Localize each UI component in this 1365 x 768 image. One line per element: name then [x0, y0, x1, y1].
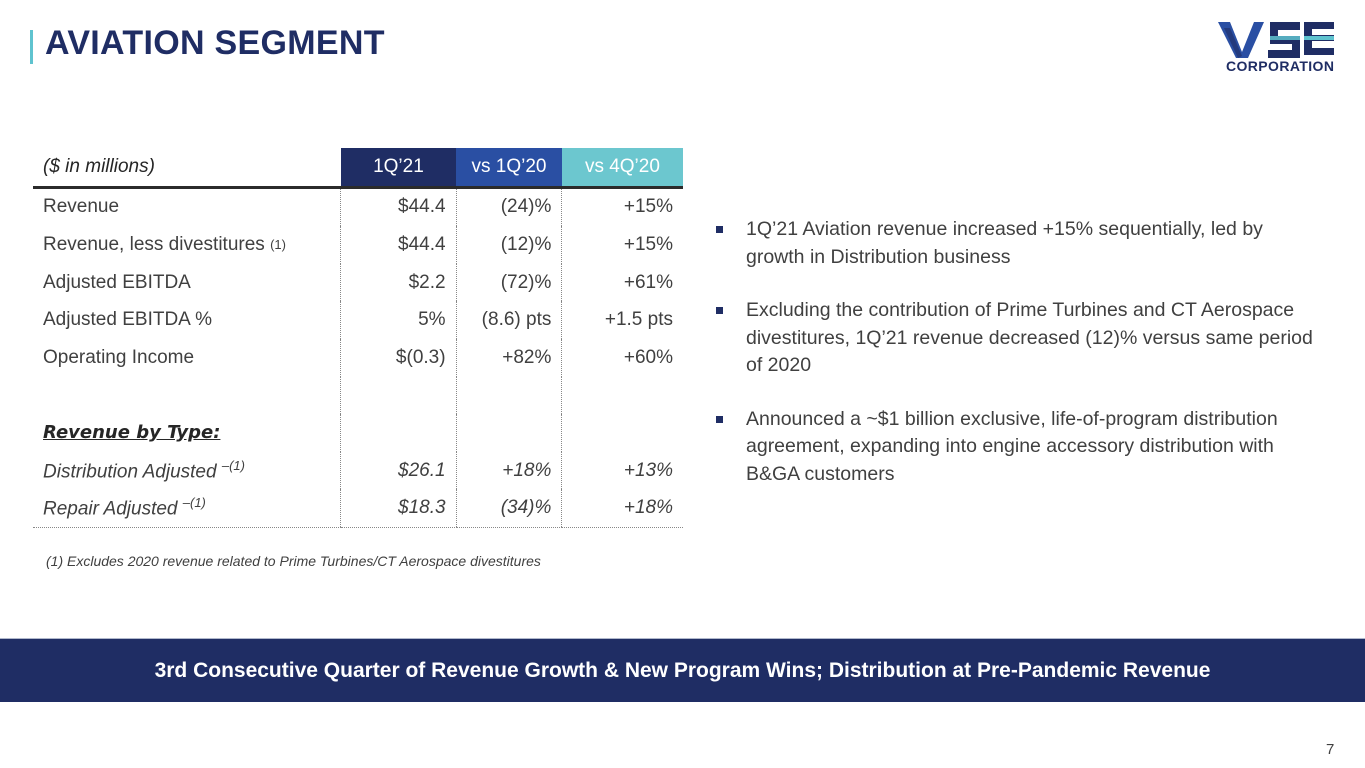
subheading-text: Revenue by Type: — [43, 421, 221, 443]
row-label: Revenue — [33, 187, 341, 226]
cell-1q21: $18.3 — [340, 489, 457, 528]
row-label: Revenue, less divestitures (1) — [33, 226, 341, 264]
logo-mark — [1218, 22, 1334, 58]
vse-logo — [1218, 22, 1334, 58]
row-label-text: Adjusted EBITDA % — [43, 309, 212, 331]
table-footnote: (1) Excludes 2020 revenue related to Pri… — [46, 553, 541, 569]
revenue-by-type-heading: Revenue by Type: — [33, 414, 341, 452]
cell-vs-1q20: (8.6) pts — [455, 301, 562, 339]
table-row: Revenue $44.4 (24)% +15% — [33, 187, 683, 227]
cell-vs-1q20: +82% — [455, 338, 562, 377]
title-accent-bar — [30, 30, 33, 64]
cell-vs-1q20: (24)% — [455, 187, 562, 227]
bullet-text: 1Q’21 Aviation revenue increased +15% se… — [746, 218, 1263, 268]
cell-vs-4q20: +15% — [561, 187, 683, 227]
cell-vs-4q20: +15% — [561, 226, 683, 264]
logo-corporation-text: CORPORATION — [1226, 58, 1335, 74]
row-label: Adjusted EBITDA % — [33, 301, 341, 339]
cell-vs-4q20: +18% — [561, 489, 683, 528]
cell-1q21: $(0.3) — [340, 338, 457, 377]
footnote-marker: (1) — [270, 236, 286, 252]
row-label-text: Revenue — [43, 196, 120, 218]
table-row: Operating Income $(0.3) +82% +60% — [33, 338, 683, 377]
cell-1q21: $44.4 — [340, 226, 457, 264]
cell-1q21: $44.4 — [340, 187, 457, 227]
row-label-text: Distribution Adjusted — [43, 461, 217, 483]
page-title: AVIATION SEGMENT — [45, 24, 385, 62]
square-bullet-icon — [716, 307, 723, 314]
cell-vs-4q20: +1.5 pts — [561, 301, 683, 339]
cell-1q21: $26.1 — [340, 451, 457, 490]
footnote-marker: –(1) — [182, 495, 206, 511]
table-subheading-row: Revenue by Type: — [33, 414, 683, 452]
row-label-text: Operating Income — [43, 346, 195, 368]
row-label: Operating Income — [33, 339, 341, 377]
cell-vs-4q20: +61% — [561, 263, 683, 302]
aviation-financials-table: ($ in millions) 1Q’21 vs 1Q’20 vs 4Q’20 … — [33, 148, 683, 528]
header-vs-4q20: vs 4Q’20 — [561, 148, 683, 189]
row-label-text: Revenue, less divestitures — [43, 233, 265, 255]
table-spacer-row — [33, 376, 683, 415]
footnote-marker: –(1) — [221, 457, 245, 473]
cell-vs-1q20: (72)% — [455, 263, 562, 302]
cell-1q21: $2.2 — [340, 263, 457, 302]
cell-vs-4q20: +60% — [561, 338, 683, 377]
table-row: Repair Adjusted –(1) $18.3 (34)% +18% — [33, 489, 683, 528]
header-1q21: 1Q’21 — [340, 148, 457, 189]
row-label-text: Repair Adjusted — [43, 498, 178, 520]
header-vs-1q20: vs 1Q’20 — [456, 148, 562, 189]
row-label: Adjusted EBITDA — [33, 264, 341, 302]
page-number: 7 — [1326, 741, 1335, 758]
header-units: ($ in millions) — [33, 148, 341, 189]
bullet-text: Announced a ~$1 billion exclusive, life-… — [746, 407, 1278, 485]
bullet-text: Excluding the contribution of Prime Turb… — [746, 299, 1313, 376]
list-item: Announced a ~$1 billion exclusive, life-… — [716, 406, 1326, 489]
square-bullet-icon — [716, 415, 723, 423]
table-header-row: ($ in millions) 1Q’21 vs 1Q’20 vs 4Q’20 — [33, 148, 683, 189]
cell-vs-1q20: (12)% — [455, 226, 562, 264]
summary-banner: 3rd Consecutive Quarter of Revenue Growt… — [0, 638, 1365, 702]
row-label-text: Adjusted EBITDA — [43, 271, 191, 293]
row-label: Repair Adjusted –(1) — [33, 489, 341, 528]
cell-vs-1q20: +18% — [455, 451, 562, 490]
cell-vs-1q20: (34)% — [455, 489, 562, 528]
row-label: Distribution Adjusted –(1) — [33, 452, 341, 490]
highlights-list: 1Q’21 Aviation revenue increased +15% se… — [716, 216, 1326, 514]
table-row: Revenue, less divestitures (1) $44.4 (12… — [33, 226, 683, 264]
cell-vs-4q20: +13% — [561, 451, 683, 490]
list-item: Excluding the contribution of Prime Turb… — [716, 297, 1326, 380]
cell-1q21: 5% — [340, 301, 457, 339]
summary-banner-text: 3rd Consecutive Quarter of Revenue Growt… — [154, 658, 1211, 682]
list-item: 1Q’21 Aviation revenue increased +15% se… — [716, 216, 1326, 271]
table-row: Adjusted EBITDA % 5% (8.6) pts +1.5 pts — [33, 301, 683, 339]
square-bullet-icon — [716, 226, 723, 233]
table-row: Distribution Adjusted –(1) $26.1 +18% +1… — [33, 451, 683, 490]
table-row: Adjusted EBITDA $2.2 (72)% +61% — [33, 263, 683, 302]
